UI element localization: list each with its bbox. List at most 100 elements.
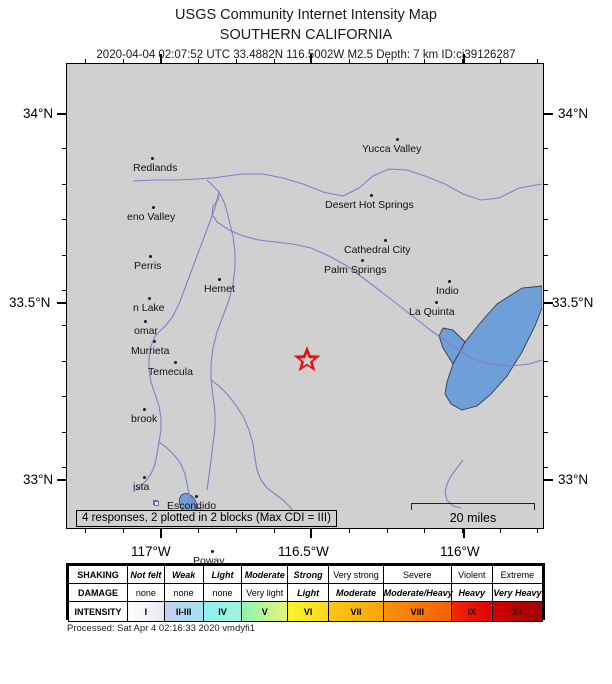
axis-tick bbox=[236, 529, 237, 533]
axis-tick bbox=[544, 255, 548, 256]
intensity-map[interactable] bbox=[66, 63, 544, 529]
axis-tick bbox=[62, 432, 66, 433]
city-label: Temecula bbox=[148, 366, 193, 378]
city-label: Murrieta bbox=[131, 345, 170, 357]
city-dot bbox=[211, 550, 214, 553]
axis-tick bbox=[349, 59, 350, 63]
lon-label-117: 117°W bbox=[131, 544, 171, 559]
legend-intensity-cell: V bbox=[241, 601, 289, 622]
axis-tick bbox=[544, 219, 548, 220]
axis-tick bbox=[544, 361, 548, 362]
axis-tick bbox=[85, 59, 86, 63]
lat-label-right-34: 34°N bbox=[558, 106, 589, 121]
axis-tick bbox=[544, 325, 548, 326]
city-dot bbox=[149, 255, 152, 258]
legend-intensity-cell: I bbox=[127, 601, 165, 622]
axis-tick bbox=[198, 59, 199, 63]
legend-intensity-cell: VI bbox=[287, 601, 330, 622]
legend-shaking-cell: Weak bbox=[163, 565, 204, 584]
legend-table: SHAKING Not felt Weak Light Moderate Strong V… bbox=[68, 565, 544, 622]
legend-row-header-shaking: SHAKING bbox=[68, 565, 128, 584]
axis-tick bbox=[123, 59, 124, 63]
axis-tick bbox=[500, 529, 501, 533]
axis-tick bbox=[424, 59, 425, 63]
axis-tick bbox=[62, 325, 66, 326]
legend-row-shaking: SHAKING Not felt Weak Light Moderate Strong V… bbox=[68, 565, 544, 584]
axis-tick bbox=[349, 529, 350, 533]
axis-tick bbox=[62, 361, 66, 362]
city-label: Cathedral City bbox=[344, 244, 411, 256]
city-dot bbox=[174, 361, 177, 364]
city-label: omar bbox=[134, 325, 158, 337]
lon-label-1165: 116.5°W bbox=[278, 544, 329, 559]
axis-tick bbox=[62, 148, 66, 149]
epicenter-star-icon bbox=[292, 344, 322, 374]
lat-label-left-34: 34°N bbox=[23, 106, 54, 121]
processed-timestamp: Processed: Sat Apr 4 02:16:33 2020 vmdyf… bbox=[67, 623, 256, 634]
event-metadata: 2020-04-04 02:07:52 UTC 33.4882N 116.500… bbox=[96, 49, 516, 61]
legend-intensity-cell: II-III bbox=[163, 601, 204, 622]
legend-shaking-cell: Very strong bbox=[328, 565, 384, 584]
axis-tick bbox=[544, 396, 548, 397]
legend-shaking-cell: Strong bbox=[287, 565, 330, 584]
legend-damage-cell: none bbox=[127, 583, 165, 602]
axis-tick bbox=[85, 529, 86, 533]
axis-tick bbox=[544, 184, 548, 185]
city-label: Indio bbox=[436, 285, 459, 297]
highway-lines bbox=[132, 168, 542, 527]
axis-tick bbox=[274, 529, 275, 533]
axis-tick bbox=[463, 54, 465, 63]
axis-tick bbox=[387, 529, 388, 533]
legend-shaking-cell: Moderate bbox=[241, 565, 289, 584]
axis-tick bbox=[57, 479, 66, 481]
lat-label-left-335: 33.5°N bbox=[9, 295, 51, 310]
legend-row-intensity: INTENSITY I II-III IV V VI VII VIII IX X+ bbox=[68, 601, 544, 622]
salton-sea-water bbox=[444, 285, 542, 411]
legend-intensity-cell: VIII bbox=[382, 601, 452, 622]
axis-tick bbox=[57, 302, 66, 304]
legend-shaking-cell: Light bbox=[202, 565, 243, 584]
axis-tick bbox=[62, 467, 66, 468]
legend-damage-cell: Very light bbox=[241, 583, 289, 602]
axis-tick bbox=[387, 59, 388, 63]
city-dot bbox=[370, 194, 373, 197]
city-label: eno Valley bbox=[127, 211, 176, 223]
city-label: Escondido bbox=[167, 500, 217, 512]
axis-tick bbox=[500, 59, 501, 63]
city-label: n Lake bbox=[133, 302, 165, 314]
axis-tick bbox=[236, 59, 237, 63]
axis-tick bbox=[537, 529, 538, 533]
city-dot bbox=[144, 320, 147, 323]
axis-tick bbox=[198, 529, 199, 533]
axis-tick bbox=[462, 529, 463, 533]
axis-tick bbox=[544, 467, 548, 468]
city-label: La Quinta bbox=[409, 306, 455, 318]
axis-tick bbox=[62, 219, 66, 220]
legend-shaking-cell: Extreme bbox=[491, 565, 544, 584]
axis-tick bbox=[160, 529, 162, 538]
axis-tick bbox=[62, 255, 66, 256]
page-title: USGS Community Internet Intensity Map bbox=[175, 7, 437, 23]
axis-tick bbox=[310, 54, 312, 63]
city-label: Perris bbox=[134, 260, 162, 272]
scale-bar-line bbox=[411, 503, 535, 510]
legend-shaking-cell: Not felt bbox=[127, 565, 165, 584]
axis-tick bbox=[310, 529, 312, 538]
axis-tick bbox=[537, 59, 538, 63]
axis-tick bbox=[544, 290, 548, 291]
lon-label-116: 116°W bbox=[440, 544, 480, 559]
legend-shaking-cell: Severe bbox=[382, 565, 452, 584]
legend-damage-cell: Very Heavy bbox=[491, 583, 544, 602]
city-dot bbox=[151, 157, 154, 160]
response-block bbox=[154, 501, 159, 506]
city-label: Desert Hot Springs bbox=[325, 199, 414, 211]
response-summary-box: 4 responses, 2 plotted in 2 blocks (Max … bbox=[76, 510, 337, 527]
lat-label-right-335: 33.5°N bbox=[552, 295, 594, 310]
legend-damage-cell: none bbox=[202, 583, 243, 602]
legend-damage-cell: Heavy bbox=[450, 583, 493, 602]
legend-damage-cell: Light bbox=[287, 583, 330, 602]
city-label: Hemet bbox=[204, 283, 235, 295]
scale-bar-label: 20 miles bbox=[449, 511, 497, 525]
legend-shaking-cell: Violent bbox=[450, 565, 493, 584]
axis-tick bbox=[544, 302, 553, 304]
